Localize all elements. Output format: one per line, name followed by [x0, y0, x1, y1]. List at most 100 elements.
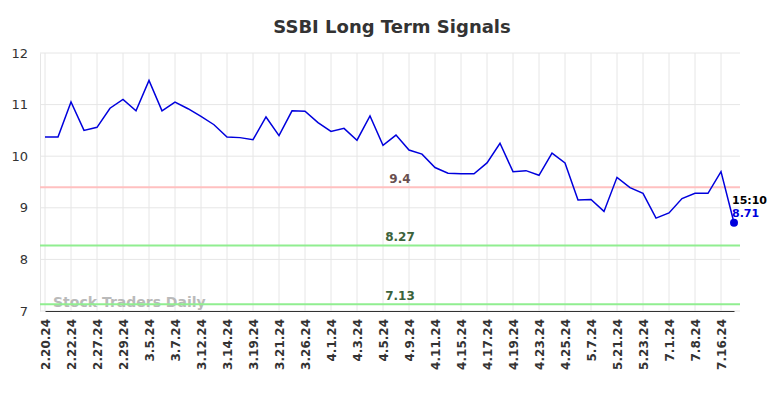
x-tick-label: 7.8.24	[689, 319, 703, 362]
x-tick: 4.11.24	[429, 311, 443, 370]
x-tick-label: 7.16.24	[715, 319, 729, 370]
x-tick-label: 4.5.24	[377, 319, 391, 362]
x-tick: 7.8.24	[689, 311, 703, 362]
x-tick: 7.16.24	[715, 311, 729, 370]
grid-line-x	[461, 53, 462, 311]
grid-line-y	[40, 104, 740, 105]
x-tick-label: 4.19.24	[507, 319, 521, 370]
x-axis: 2.20.24 2.22.24 2.27.24 2.29.24 3.5.24 3.7.24…	[39, 311, 735, 370]
y-tick-label: 10	[11, 149, 28, 164]
grid-line-y	[40, 259, 740, 260]
grid-line-x	[513, 53, 514, 311]
price-line	[45, 80, 734, 222]
x-tick: 5.21.24	[611, 311, 625, 370]
x-tick-label: 4.15.24	[455, 319, 469, 370]
plot-area	[40, 80, 740, 304]
x-tick: 3.14.24	[221, 311, 235, 370]
x-tick-label: 2.29.24	[117, 319, 131, 370]
x-tick-label: 2.22.24	[65, 319, 79, 370]
x-tick: 3.5.24	[143, 311, 157, 362]
grid-line-x	[175, 53, 176, 311]
reference-label: 7.13	[385, 289, 415, 303]
grid-line-x	[669, 53, 670, 311]
last-point	[730, 219, 738, 227]
grid-line-x	[253, 53, 254, 311]
grid-line-x	[71, 53, 72, 311]
grid-line-x	[201, 53, 202, 311]
y-axis-line	[40, 54, 41, 312]
x-tick: 5.23.24	[637, 311, 651, 370]
grid-line-x	[279, 53, 280, 311]
x-tick: 5.7.24	[585, 311, 599, 362]
x-tick: 4.3.24	[351, 311, 365, 362]
x-tick: 4.23.24	[533, 311, 547, 370]
grid-line-x	[123, 53, 124, 311]
grid-line-x	[97, 53, 98, 311]
grid-line-x	[721, 53, 722, 311]
reference-line	[40, 186, 740, 188]
x-tick: 4.1.24	[325, 311, 339, 362]
x-tick: 4.15.24	[455, 311, 469, 370]
x-tick-label: 5.23.24	[637, 319, 651, 370]
x-tick-label: 3.7.24	[169, 319, 183, 362]
x-tick-label: 4.11.24	[429, 319, 443, 370]
watermark: Stock Traders Daily	[53, 294, 206, 310]
grid-line-y	[40, 207, 740, 208]
x-tick: 4.25.24	[559, 311, 573, 370]
reference-label: 8.27	[385, 230, 415, 244]
y-tick: 8	[20, 252, 40, 267]
grid-line-x	[45, 53, 46, 311]
grid-line-x	[383, 53, 384, 311]
x-tick-label: 2.20.24	[39, 319, 53, 370]
grid-line-x	[643, 53, 644, 311]
y-tick: 12	[11, 46, 40, 61]
chart: SSBI Long Term Signals7891011122.20.242.…	[0, 0, 784, 398]
x-tick: 3.12.24	[195, 311, 209, 370]
chart-container: SSBI Long Term Signals7891011122.20.242.…	[0, 0, 784, 398]
x-tick: 4.19.24	[507, 311, 521, 370]
x-tick-label: 3.14.24	[221, 319, 235, 370]
grid-line-y	[40, 311, 740, 312]
x-tick: 4.9.24	[403, 311, 417, 362]
grid-line-x	[695, 53, 696, 311]
y-tick-label: 11	[11, 97, 28, 112]
grid-line-x	[591, 53, 592, 311]
grid-line-x	[617, 53, 618, 311]
title: SSBI Long Term Signals	[273, 16, 510, 37]
grid-line-x	[149, 53, 150, 311]
grid-line-x	[357, 53, 358, 311]
grid-line-y	[40, 156, 740, 157]
x-tick: 3.21.24	[273, 311, 287, 370]
y-tick: 11	[11, 97, 40, 112]
grid-line-x	[539, 53, 540, 311]
x-tick-label: 4.23.24	[533, 319, 547, 370]
x-tick: 3.19.24	[247, 311, 261, 370]
last-value-label: 8.71	[732, 207, 759, 220]
x-tick: 2.29.24	[117, 311, 131, 370]
y-tick: 9	[20, 200, 40, 215]
y-tick: 10	[11, 149, 40, 164]
grid-line-x	[227, 53, 228, 311]
x-tick: 2.27.24	[91, 311, 105, 370]
time-label: 15:10	[732, 194, 767, 207]
x-tick-label: 4.3.24	[351, 319, 365, 362]
x-tick-label: 5.21.24	[611, 319, 625, 370]
x-tick-label: 7.1.24	[663, 319, 677, 362]
reference-line	[40, 244, 740, 246]
y-tick-label: 7	[20, 304, 28, 319]
x-tick-label: 4.17.24	[481, 319, 495, 370]
x-tick-label: 3.19.24	[247, 319, 261, 370]
x-tick: 2.22.24	[65, 311, 79, 370]
grid-line-x	[435, 53, 436, 311]
grid	[40, 53, 740, 311]
x-tick-label: 3.12.24	[195, 319, 209, 370]
x-axis-line	[46, 311, 735, 312]
x-tick: 4.17.24	[481, 311, 495, 370]
y-tick-label: 9	[20, 200, 28, 215]
x-tick-label: 5.7.24	[585, 319, 599, 362]
grid-line-y	[40, 53, 740, 54]
x-tick-label: 3.5.24	[143, 319, 157, 362]
grid-line-x	[565, 53, 566, 311]
grid-line-x	[305, 53, 306, 311]
x-tick: 4.5.24	[377, 311, 391, 362]
